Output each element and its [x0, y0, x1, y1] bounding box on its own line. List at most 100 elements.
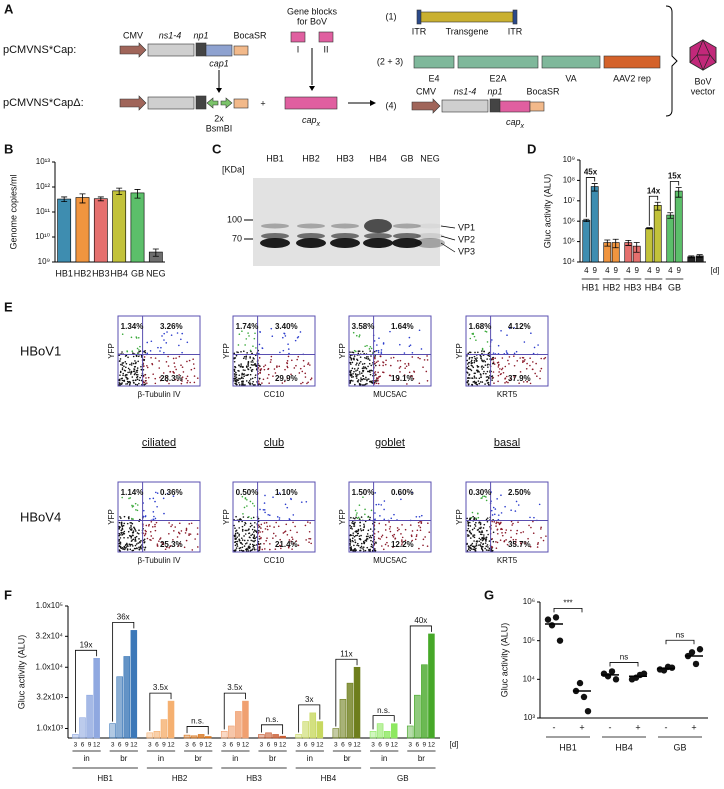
band — [363, 238, 393, 248]
cap-gene — [284, 96, 338, 110]
cell-dot — [172, 538, 174, 541]
cell-dot — [236, 351, 238, 353]
y-tick-label: 10⁹ — [563, 155, 575, 164]
cell-dot — [482, 360, 484, 363]
cell-dot — [356, 534, 359, 537]
cell-dot — [351, 361, 354, 364]
cell-dot — [472, 534, 474, 536]
cell-dot — [233, 352, 236, 355]
bar — [112, 190, 127, 263]
cell-dot — [246, 529, 248, 532]
cell-dot — [474, 357, 476, 360]
cell-dot — [473, 517, 476, 519]
cell-dot — [403, 374, 406, 376]
cell-dot — [123, 369, 126, 372]
cell-dot — [487, 533, 489, 536]
day-label: 3 — [222, 742, 226, 749]
cell-dot — [144, 383, 147, 385]
cell-dot — [162, 543, 164, 546]
cell-dot — [349, 544, 352, 546]
cell-dot — [388, 528, 391, 530]
cell-dot — [236, 383, 238, 386]
cell-dot — [369, 516, 371, 519]
cell-dot — [265, 539, 268, 542]
helper-gene — [603, 55, 661, 69]
cell-dot — [486, 520, 489, 523]
cell-dot — [486, 544, 489, 546]
cell-dot — [495, 525, 497, 527]
cell-dot — [367, 535, 369, 538]
cell-dot — [264, 494, 266, 497]
cell-dot — [145, 379, 147, 382]
cell-dot — [478, 544, 480, 546]
cell-dot — [350, 359, 353, 361]
cell-dot — [476, 383, 479, 386]
cell-dot — [490, 545, 493, 548]
cell-dot — [350, 526, 353, 528]
helper-gene — [457, 55, 539, 69]
x-tick-label: NEG — [146, 268, 166, 278]
bar — [421, 664, 428, 739]
cell-dot — [503, 540, 506, 543]
error-bar — [134, 189, 141, 199]
cell-dot — [243, 535, 245, 537]
cell-dot — [180, 338, 182, 341]
cell-dot — [365, 356, 368, 358]
cell-dot — [136, 375, 139, 378]
cell-dot — [157, 346, 159, 349]
cell-dot — [471, 528, 474, 531]
cell-dot — [349, 382, 351, 384]
bar — [339, 698, 347, 739]
cell-dot — [480, 526, 482, 529]
protein-label: VP3 — [458, 246, 475, 256]
x-axis-label: CC10 — [264, 556, 285, 565]
cell-dot — [485, 499, 488, 502]
cell-dot — [128, 383, 131, 386]
cell-dot — [244, 542, 247, 545]
x-tick-label: HB1 — [582, 282, 600, 292]
cell-dot — [137, 360, 139, 363]
cap-subscript: x — [520, 123, 525, 130]
cell-dot — [238, 527, 241, 529]
cell-dot — [471, 545, 474, 548]
cell-dot — [355, 350, 357, 353]
condition-label: + — [579, 722, 584, 732]
cell-dot — [165, 361, 168, 363]
cell-dot — [486, 341, 489, 343]
cell-dot — [266, 528, 269, 531]
group-label: HB4 — [615, 742, 633, 752]
data-point — [688, 649, 696, 656]
cell-dot — [243, 350, 245, 353]
cell-dot — [487, 366, 489, 368]
cell-dot — [367, 356, 369, 358]
bar — [204, 736, 212, 739]
subgroup-label: br — [343, 754, 350, 763]
band — [261, 223, 289, 229]
gene-block — [318, 31, 334, 43]
cell-dot — [477, 516, 480, 519]
marker-label: 100 — [227, 214, 242, 224]
cell-dot — [520, 542, 522, 544]
cell-dot — [267, 368, 269, 371]
cell-dot — [485, 376, 488, 378]
cell-dot — [375, 373, 377, 376]
cell-dot — [354, 534, 357, 537]
x-tick-label: HB2 — [74, 268, 92, 278]
construct-name: pCMVNS*Cap: — [3, 44, 76, 56]
cell-dot — [121, 528, 124, 530]
cell-dot — [469, 351, 472, 354]
significance-label: ns — [620, 653, 628, 662]
data-point — [548, 622, 556, 629]
cell-dot — [374, 362, 376, 365]
cell-dot — [413, 370, 415, 373]
cell-dot — [515, 541, 517, 543]
cell-dot — [404, 528, 407, 531]
cell-dot — [118, 532, 121, 535]
cell-dot — [252, 536, 255, 539]
day-unit: [d] — [450, 740, 459, 749]
ns-gene — [147, 96, 195, 110]
cell-dot — [181, 380, 183, 382]
bar — [414, 694, 421, 739]
plot-frame — [465, 315, 549, 387]
cell-dot — [505, 381, 508, 383]
